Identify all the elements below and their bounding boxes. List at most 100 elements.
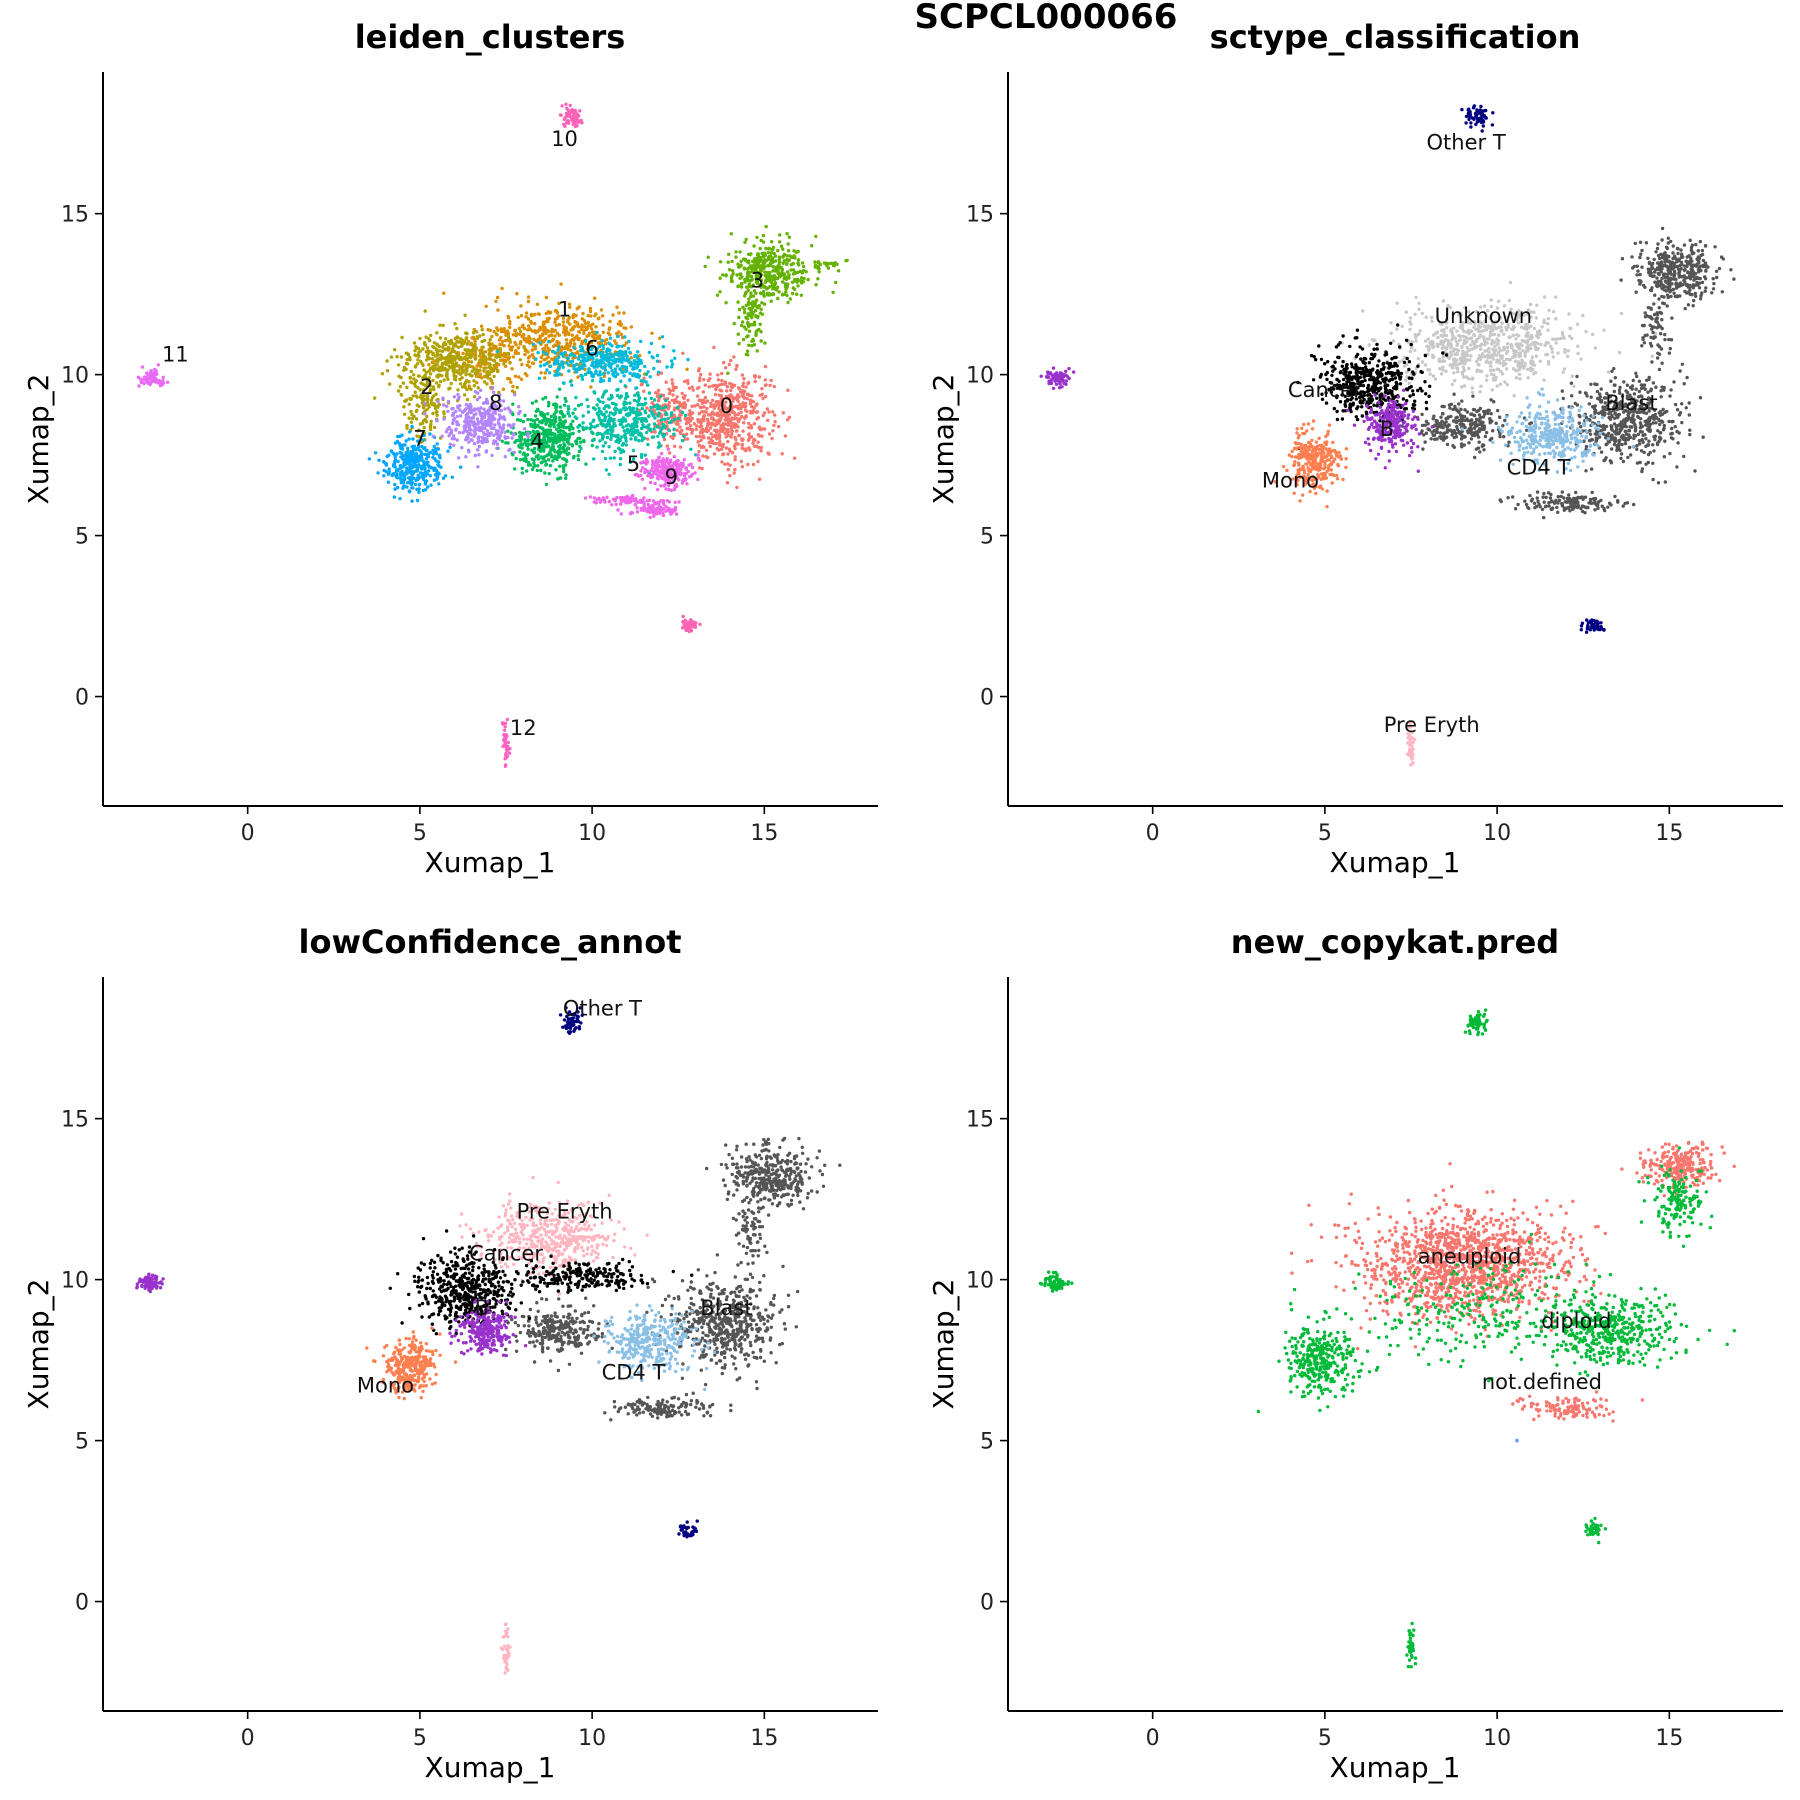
point xyxy=(1511,333,1516,338)
point xyxy=(642,376,646,380)
point xyxy=(599,376,603,381)
point xyxy=(511,333,516,337)
point xyxy=(604,342,608,346)
point xyxy=(536,329,541,333)
point xyxy=(473,431,477,435)
point xyxy=(736,300,740,304)
point xyxy=(782,292,787,296)
point xyxy=(549,414,554,419)
point xyxy=(619,435,624,439)
point xyxy=(590,327,594,331)
point xyxy=(730,394,734,398)
point xyxy=(153,370,157,375)
point xyxy=(494,299,498,303)
point xyxy=(816,277,820,281)
point xyxy=(771,265,775,269)
point xyxy=(709,404,713,409)
point xyxy=(694,434,699,439)
point xyxy=(770,247,774,252)
point xyxy=(628,350,632,354)
point xyxy=(1534,354,1539,358)
point xyxy=(564,338,569,342)
point xyxy=(645,499,650,503)
point xyxy=(744,448,748,453)
point xyxy=(526,324,531,328)
point xyxy=(549,452,553,457)
point xyxy=(520,446,524,450)
point xyxy=(465,342,469,346)
point xyxy=(724,435,728,439)
point xyxy=(725,396,730,401)
point xyxy=(452,365,456,369)
point xyxy=(655,359,659,363)
point xyxy=(738,402,742,407)
point xyxy=(732,471,736,475)
point xyxy=(443,474,448,478)
point xyxy=(595,497,599,502)
point xyxy=(793,277,797,282)
point xyxy=(520,442,525,447)
point xyxy=(601,379,606,383)
point xyxy=(396,459,400,464)
point xyxy=(513,328,517,332)
point xyxy=(544,343,548,348)
point xyxy=(484,358,488,362)
point xyxy=(745,335,749,339)
point xyxy=(595,330,599,335)
point xyxy=(599,410,603,414)
point xyxy=(729,232,733,236)
point xyxy=(573,120,577,125)
point xyxy=(742,310,747,315)
series-11 xyxy=(136,363,170,388)
point xyxy=(618,462,622,467)
point xyxy=(563,345,568,349)
point xyxy=(763,258,767,262)
point xyxy=(666,407,670,411)
point xyxy=(644,419,649,423)
point xyxy=(615,334,620,339)
point xyxy=(428,427,433,432)
point xyxy=(1489,364,1493,368)
point xyxy=(721,273,725,277)
point xyxy=(568,379,573,384)
point xyxy=(699,438,703,443)
point xyxy=(411,451,415,455)
point xyxy=(504,352,509,356)
panel-title: sctype_classification xyxy=(1210,18,1581,56)
point xyxy=(567,302,572,306)
point xyxy=(704,400,708,405)
point xyxy=(709,432,713,436)
point xyxy=(595,423,600,428)
point xyxy=(463,355,467,359)
point xyxy=(691,428,695,432)
point xyxy=(452,395,457,399)
point xyxy=(771,256,775,260)
point xyxy=(594,501,598,505)
point xyxy=(783,275,787,279)
point xyxy=(756,252,760,256)
point xyxy=(516,351,521,356)
point xyxy=(447,426,451,430)
point xyxy=(460,376,464,380)
point xyxy=(752,320,757,324)
point xyxy=(610,344,614,348)
point xyxy=(501,423,506,427)
point xyxy=(739,272,743,276)
point xyxy=(749,435,754,439)
point xyxy=(482,411,486,415)
point xyxy=(533,414,538,418)
point xyxy=(585,327,589,332)
point xyxy=(478,411,482,415)
point xyxy=(747,421,751,426)
point xyxy=(658,336,662,340)
point xyxy=(448,442,452,446)
point xyxy=(473,390,478,394)
point xyxy=(703,395,708,400)
point xyxy=(442,356,446,360)
point xyxy=(746,381,750,386)
point xyxy=(590,430,594,434)
point xyxy=(493,423,497,427)
point xyxy=(580,342,584,346)
point xyxy=(791,261,795,266)
point xyxy=(562,469,566,474)
